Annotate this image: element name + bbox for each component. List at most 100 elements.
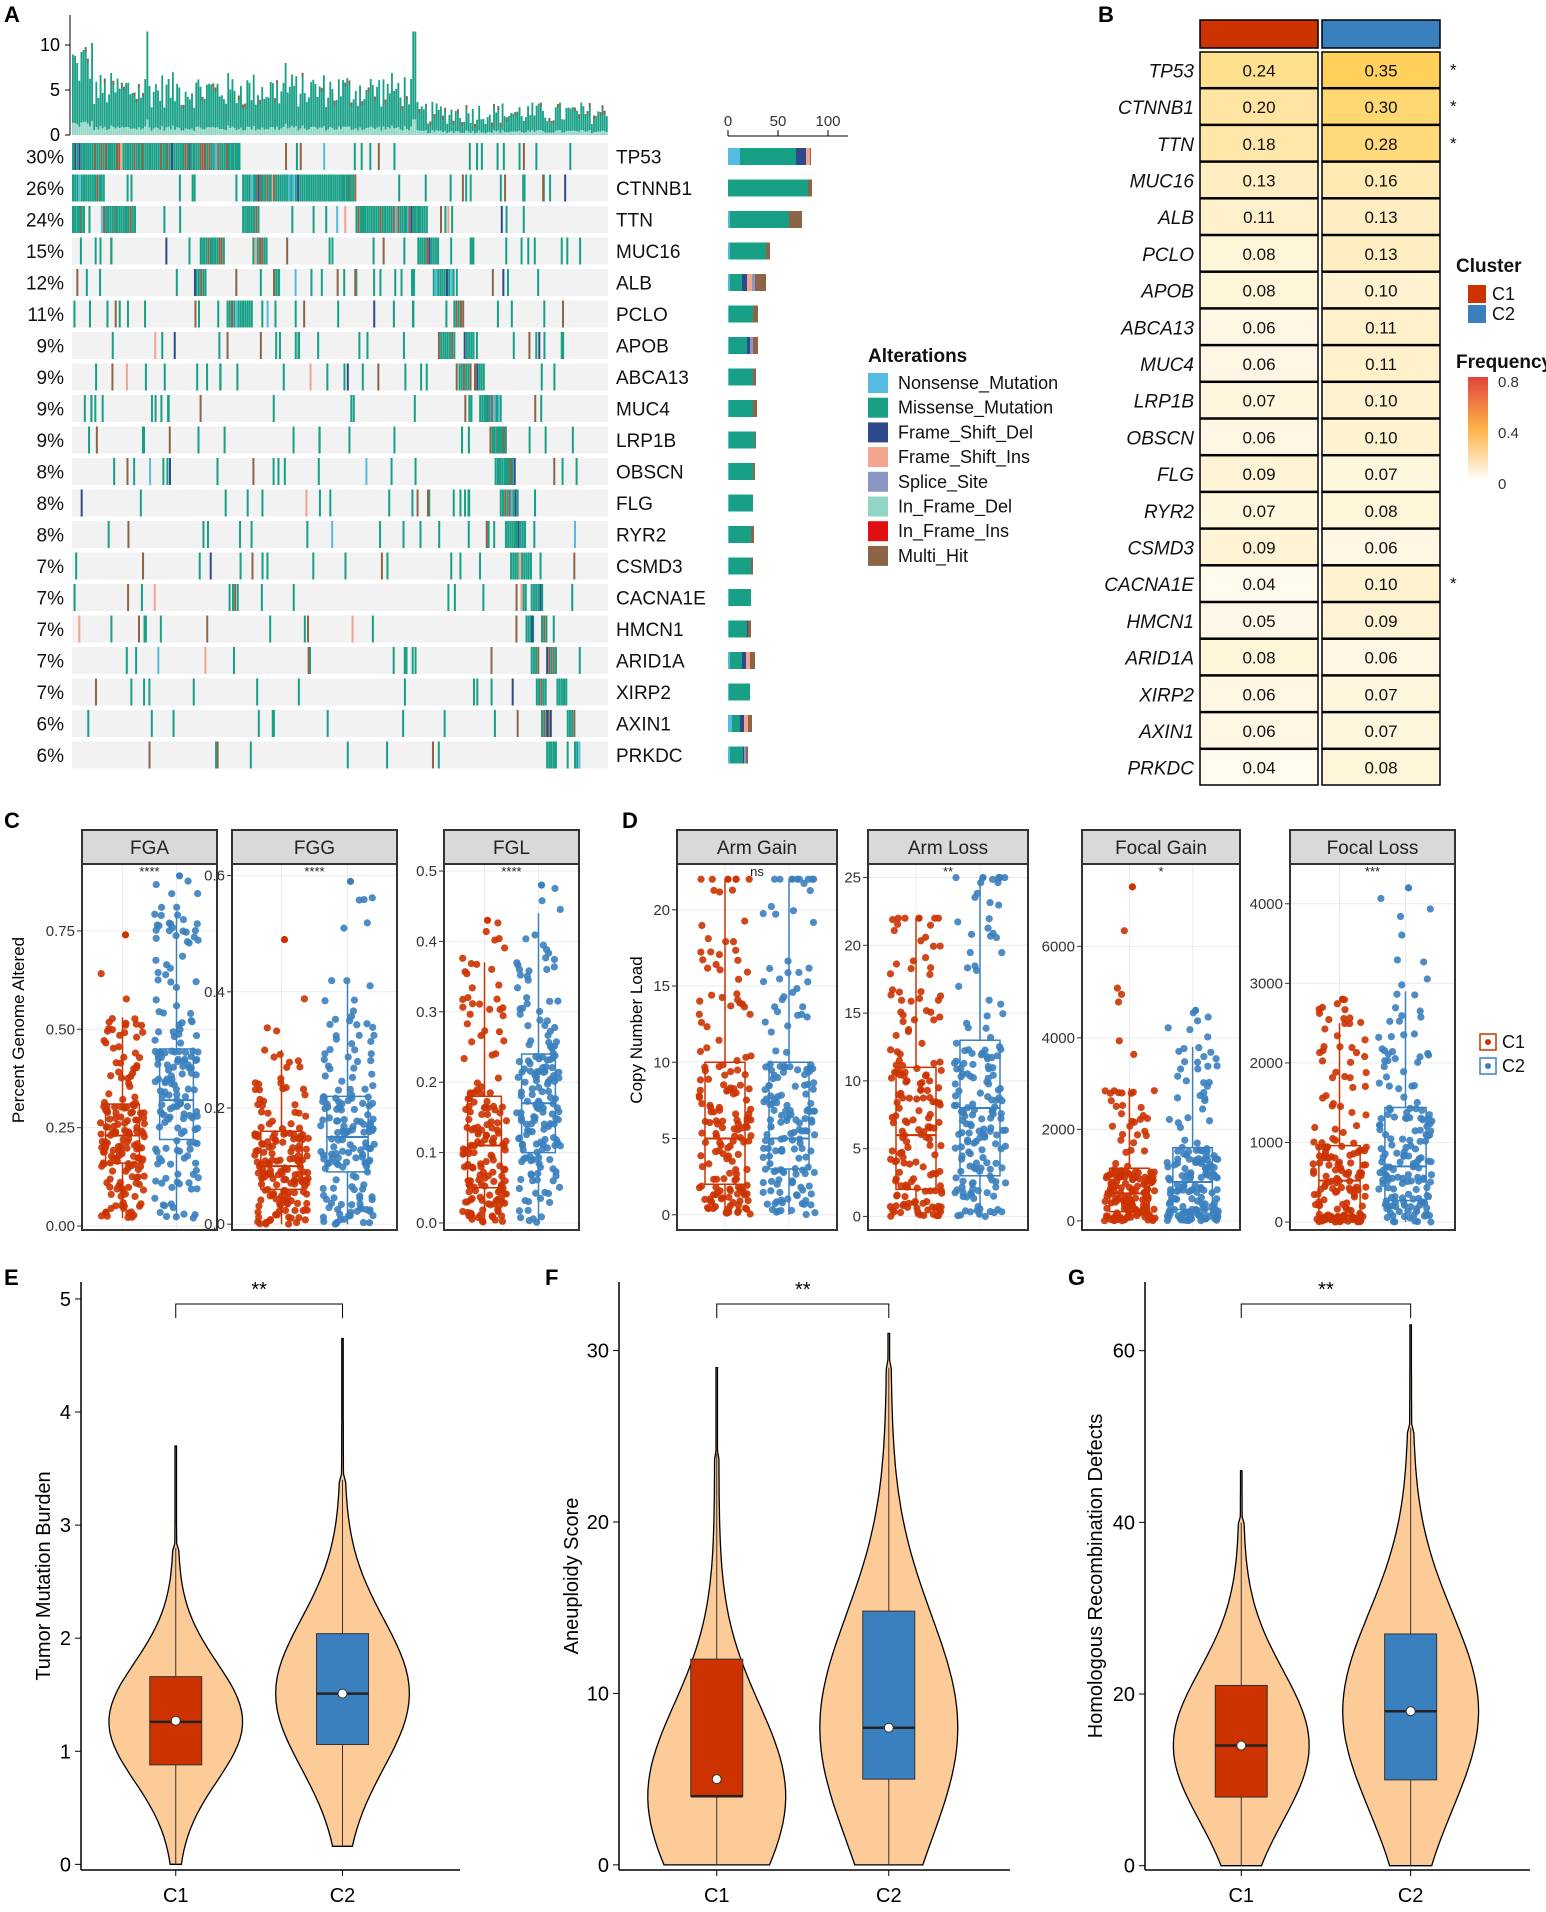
- data-point: [729, 1090, 738, 1098]
- top-bar-segment: [369, 126, 372, 135]
- mutation-tick: [578, 741, 581, 769]
- y-axis-tick-label: 0: [1275, 1214, 1283, 1231]
- mutation-tick: [368, 206, 371, 233]
- mutation-tick: [246, 489, 249, 517]
- mutation-tick: [425, 363, 428, 391]
- mutation-tick: [353, 143, 356, 170]
- y-axis-tick-label: 5: [662, 1131, 670, 1148]
- mutation-tick: [443, 710, 446, 737]
- data-point: [347, 1012, 356, 1020]
- data-point: [139, 1186, 148, 1194]
- mutation-tick: [479, 395, 482, 422]
- data-point: [326, 1065, 334, 1073]
- mutation-tick: [504, 426, 507, 454]
- top-bar: [186, 96, 189, 130]
- mutation-tick: [321, 174, 324, 202]
- top-bar-segment: [448, 131, 451, 135]
- mutation-tick: [535, 647, 538, 674]
- data-point: [964, 1104, 972, 1112]
- data-point: [552, 1172, 560, 1180]
- data-point: [697, 875, 705, 883]
- mutation-tick: [294, 332, 297, 359]
- data-point: [716, 888, 724, 896]
- top-bar: [327, 97, 330, 130]
- mutation-tick: [272, 174, 275, 202]
- mutation-tick: [294, 300, 297, 328]
- top-bar-segment: [182, 130, 185, 135]
- mutation-tick: [127, 143, 129, 170]
- data-point: [106, 1115, 114, 1123]
- mutation-tick: [509, 521, 512, 548]
- data-point: [465, 1115, 473, 1124]
- data-point: [466, 1010, 474, 1018]
- data-point: [151, 1194, 159, 1202]
- top-bar-segment: [467, 131, 470, 135]
- data-point: [900, 1159, 908, 1167]
- data-point: [770, 1168, 778, 1176]
- top-bar: [167, 79, 170, 127]
- mutation-tick: [254, 237, 257, 265]
- data-point: [518, 1004, 527, 1012]
- data-point: [695, 1010, 703, 1018]
- data-point: [549, 1134, 558, 1142]
- data-point: [1195, 1044, 1203, 1052]
- data-point: [1322, 1144, 1330, 1153]
- top-bar-segment: [95, 127, 98, 135]
- data-point: [1400, 1093, 1408, 1101]
- mutation-tick: [253, 206, 256, 233]
- top-bar-segment: [276, 80, 279, 85]
- data-point: [717, 1141, 725, 1149]
- data-point: [1213, 1211, 1222, 1219]
- mutation-tick: [552, 647, 555, 674]
- alteration-legend-swatch: [868, 545, 888, 566]
- heatmap-gene-label: OBSCN: [1126, 428, 1194, 449]
- mutation-tick: [204, 143, 206, 170]
- data-point: [173, 903, 181, 911]
- right-bar-segment: [746, 652, 750, 669]
- mutation-tick: [202, 521, 205, 548]
- facet-strip-label: FGA: [130, 838, 169, 859]
- mutation-tick: [382, 237, 385, 265]
- data-point: [273, 1157, 281, 1165]
- data-point: [192, 1071, 200, 1079]
- mutation-tick: [274, 300, 277, 328]
- mutation-tick: [217, 300, 220, 328]
- top-bar: [91, 42, 93, 122]
- top-bar-segment: [206, 127, 208, 135]
- mutation-tick: [358, 332, 361, 359]
- data-point: [1354, 1216, 1362, 1224]
- data-point: [919, 1094, 927, 1102]
- data-point: [271, 1130, 279, 1138]
- data-point: [172, 932, 180, 940]
- data-point: [476, 1193, 484, 1201]
- mutation-tick: [168, 426, 171, 454]
- top-bar: [369, 78, 372, 127]
- mutation-tick: [510, 458, 513, 485]
- top-bar-segment: [405, 96, 408, 101]
- mutation-tick: [149, 458, 152, 485]
- data-point: [811, 1209, 819, 1217]
- mutation-tick: [402, 710, 405, 737]
- significance-label: ***: [1365, 864, 1380, 879]
- mutation-tick: [464, 489, 467, 517]
- top-bar-segment: [474, 123, 476, 128]
- data-point: [736, 1081, 745, 1089]
- right-bar-segment: [766, 242, 770, 260]
- data-point: [193, 1055, 201, 1064]
- top-bar: [335, 99, 338, 130]
- top-bar-segment: [157, 128, 159, 135]
- data-point: [913, 1095, 921, 1103]
- data-point: [325, 1159, 334, 1167]
- y-axis-tick-label: 0.0: [416, 1215, 437, 1232]
- mutation-tick: [72, 143, 74, 170]
- data-point: [468, 1195, 476, 1203]
- data-point: [764, 1144, 772, 1153]
- data-point: [517, 1175, 525, 1184]
- oncoplot-gene-label: CTNNB1: [616, 179, 692, 200]
- data-point: [97, 970, 105, 978]
- mutation-tick: [426, 237, 429, 265]
- mutation-tick: [113, 143, 116, 170]
- heatmap-value-c2: 0.08: [1364, 759, 1397, 778]
- mutation-tick: [420, 363, 423, 391]
